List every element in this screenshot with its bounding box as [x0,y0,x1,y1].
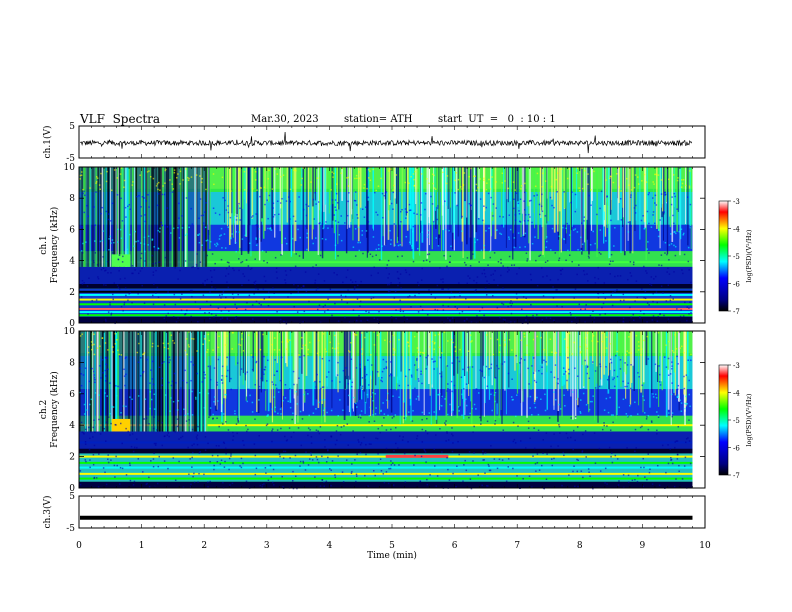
ch3-waveform-panel [78,495,706,529]
panel3-ytick-label: 6 [69,390,75,400]
ch1-colorbar-tick-label: -4 [733,226,740,234]
ch1-ylabel-frequency: Frequency (kHz) [49,207,60,284]
ch2-colorbar-tick-label: -6 [733,445,740,453]
ch2-colorbar-tick-label: -7 [733,472,740,480]
panel4-ytick-label: 5 [69,492,75,502]
panel3-ytick-label: 0 [69,484,75,494]
ch1-spectrogram [79,167,705,325]
ch1-colorbar [718,200,729,312]
panel3-ytick-label: 10 [64,327,76,337]
x-tick-label: 7 [514,541,520,551]
ch3-ylabel: ch.3(V) [42,496,53,529]
x-tick-label: 8 [577,541,583,551]
ch2-colorbar [718,364,729,476]
x-axis-label: Time (min) [367,550,417,561]
x-tick-label: 10 [699,541,711,551]
ch1-colorbar-tick-label: -6 [733,281,740,289]
x-tick-label: 6 [452,541,458,551]
panel3-ytick-label: 8 [69,358,75,368]
x-tick-label: 9 [640,541,646,551]
panel2-ytick-label: 10 [64,163,76,173]
ch2-colorbar-tick-label: -5 [733,417,740,425]
x-tick-label: 5 [389,541,395,551]
ch1-colorbar-tick-label: -3 [733,198,740,206]
ch2-colorbar-label: log(PSD)(V²/Hz) [745,393,753,446]
panel1-ytick-label: 5 [69,122,75,132]
ch2-ylabel-channel: ch.2 [39,400,49,419]
date-label: Mar.30, 2023 [251,114,319,125]
x-tick-label: 4 [327,541,333,551]
ch2-ylabel-frequency: Frequency (kHz) [49,371,60,448]
panel4-ytick-label: -5 [66,524,75,534]
ch1-waveform-panel [78,125,706,159]
panel3-ytick-label: 4 [69,421,75,431]
panel3-ytick-label: 2 [69,453,75,463]
ch1-colorbar-tick-label: -5 [733,253,740,261]
panel2-ytick-label: 8 [69,194,75,204]
ch1-ylabel: ch.1(V) [42,126,53,159]
panel2-ytick-label: 0 [69,319,75,329]
ch2-colorbar-tick-label: -3 [733,362,740,370]
ch2-colorbar-tick-label: -4 [733,390,740,398]
x-tick-label: 3 [264,541,270,551]
panel1-ytick-label: -5 [66,154,75,164]
ch1-waveform-line [79,131,693,154]
figure-title: VLF Spectra [80,112,161,126]
start-time-label: start UT = 0 : 10 : 1 [438,114,556,125]
ch1-ylabel-channel: ch.1 [39,235,49,254]
panel2-ytick-label: 6 [69,225,75,235]
station-label: station= ATH [344,114,413,125]
ch2-spectrogram [79,331,705,490]
ch1-colorbar-label: log(PSD)(V²/Hz) [745,229,753,282]
panel2-ytick-label: 2 [69,288,75,298]
ch1-colorbar-tick-label: -7 [733,308,740,316]
x-tick-label: 1 [139,541,145,551]
panel2-ytick-label: 4 [69,257,75,267]
x-tick-label: 0 [76,541,82,551]
x-tick-label: 2 [201,541,207,551]
